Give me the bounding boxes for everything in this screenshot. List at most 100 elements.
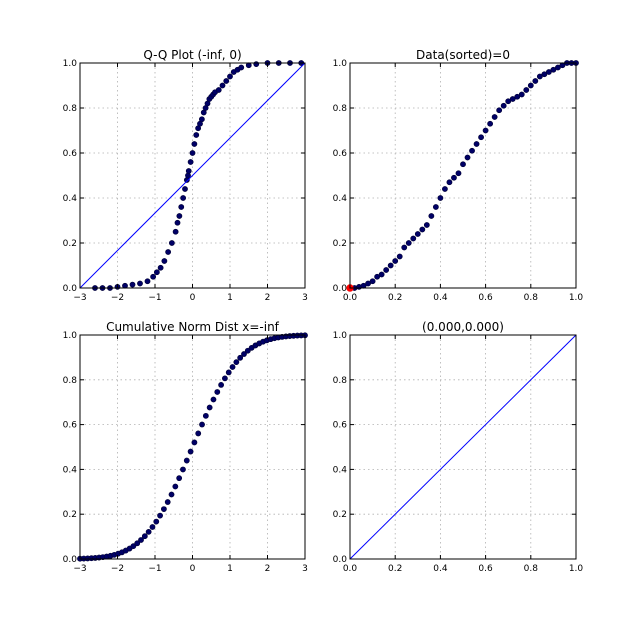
data-point xyxy=(137,280,143,287)
data-point xyxy=(536,73,543,80)
data-point xyxy=(253,61,260,68)
data-point xyxy=(153,518,160,525)
data-point xyxy=(464,154,471,161)
y-tick-label: 0.8 xyxy=(333,104,348,114)
data-point xyxy=(172,483,179,490)
data-point xyxy=(225,369,232,376)
data-point xyxy=(153,269,160,276)
data-point xyxy=(214,389,221,395)
data-point xyxy=(187,159,194,165)
chart-title: Data(sorted)=0 xyxy=(416,48,510,62)
data-point xyxy=(442,186,448,192)
x-tick-label: 0.0 xyxy=(343,293,358,303)
x-tick-label: 0.4 xyxy=(433,293,448,303)
data-point xyxy=(419,226,426,233)
y-tick-label: 1.0 xyxy=(333,59,348,69)
data-point xyxy=(149,524,156,530)
data-point xyxy=(460,161,466,168)
data-point xyxy=(134,540,141,547)
data-point xyxy=(138,537,144,543)
data-point xyxy=(469,147,475,154)
data-point xyxy=(185,168,192,174)
x-tick-label: 3 xyxy=(302,564,308,574)
data-point xyxy=(180,466,186,473)
chart-title: Cumulative Norm Dist x=-inf xyxy=(106,320,280,334)
y-tick-label: 0.0 xyxy=(63,555,78,565)
x-tick-label: 0.8 xyxy=(524,564,539,574)
y-tick-label: 0.4 xyxy=(333,194,348,204)
x-tick-label: −3 xyxy=(73,293,86,303)
data-point xyxy=(491,114,498,120)
x-tick-label: 0.4 xyxy=(433,564,448,574)
data-point xyxy=(505,98,512,105)
chart-panel-1: −3 −2 −1 0 1 2 3 0.0 0.2 0.4 0.6 0.8 1.0 Q-Q Plot (-i… xyxy=(63,48,308,303)
data-point xyxy=(500,102,507,109)
data-point xyxy=(509,96,516,102)
x-tick-label: 0.0 xyxy=(343,564,358,574)
y-tick-label: 0.6 xyxy=(333,149,348,159)
data-point xyxy=(222,375,228,382)
x-tick-label: 3 xyxy=(302,293,308,303)
data-point xyxy=(198,116,205,123)
data-point xyxy=(378,271,385,278)
x-tick-label: −2 xyxy=(111,293,124,303)
data-point xyxy=(165,249,172,255)
x-tick-label: 2 xyxy=(265,293,271,303)
y-tick-label: 0.6 xyxy=(333,421,348,431)
data-point xyxy=(401,244,408,251)
data-point xyxy=(202,412,209,419)
data-point xyxy=(144,278,151,285)
series-line xyxy=(79,62,306,289)
data-point xyxy=(176,213,183,219)
y-tick-label: 0.0 xyxy=(333,555,348,565)
data-point xyxy=(157,264,164,271)
y-tick-label: 0.6 xyxy=(63,421,78,431)
x-tick-label: 0.6 xyxy=(478,293,493,303)
x-tick-label: 0.8 xyxy=(524,293,539,303)
data-point xyxy=(199,421,205,428)
y-tick-label: 0.8 xyxy=(333,376,348,386)
data-point xyxy=(523,87,530,93)
data-point xyxy=(161,258,168,264)
data-point xyxy=(514,93,521,100)
data-point xyxy=(451,174,457,181)
data-point xyxy=(206,404,213,411)
data-point xyxy=(369,278,376,285)
data-point xyxy=(496,107,503,114)
data-point xyxy=(414,231,421,237)
data-point xyxy=(410,235,417,242)
x-tick-label: −1 xyxy=(148,564,161,574)
x-tick-label: 0.2 xyxy=(388,564,402,574)
data-point xyxy=(478,134,484,141)
data-point xyxy=(129,281,136,288)
data-point xyxy=(178,204,185,210)
data-point xyxy=(237,354,244,361)
x-tick-label: 0.2 xyxy=(388,293,402,303)
data-point xyxy=(229,364,236,370)
data-point xyxy=(482,127,489,134)
x-tick-label: 1 xyxy=(227,564,233,574)
data-point xyxy=(183,457,190,464)
x-tick-label: −1 xyxy=(148,293,161,303)
data-point xyxy=(187,448,194,455)
data-point xyxy=(550,66,557,73)
data-point xyxy=(182,186,188,192)
y-tick-label: 0.0 xyxy=(63,284,78,294)
y-tick-label: 1.0 xyxy=(63,331,78,341)
data-point xyxy=(545,69,552,75)
data-point xyxy=(191,141,198,147)
data-point xyxy=(473,141,480,147)
data-point xyxy=(168,491,175,498)
data-point xyxy=(432,204,439,210)
x-tick-label: 1.0 xyxy=(569,293,584,303)
x-tick-label: 0.6 xyxy=(478,564,493,574)
y-tick-label: 1.0 xyxy=(333,331,348,341)
y-tick-label: 0.0 xyxy=(333,284,348,294)
data-point xyxy=(365,280,371,287)
data-point xyxy=(383,267,390,273)
axes-frame xyxy=(349,62,577,289)
chart-panel-3: −3 −2 −1 0 1 2 3 0.0 0.2 0.4 0.6 0.8 1.0 Cumulative N… xyxy=(63,320,308,574)
y-tick-label: 0.2 xyxy=(333,239,347,249)
chart-title: (0.000,0.000) xyxy=(422,320,504,334)
